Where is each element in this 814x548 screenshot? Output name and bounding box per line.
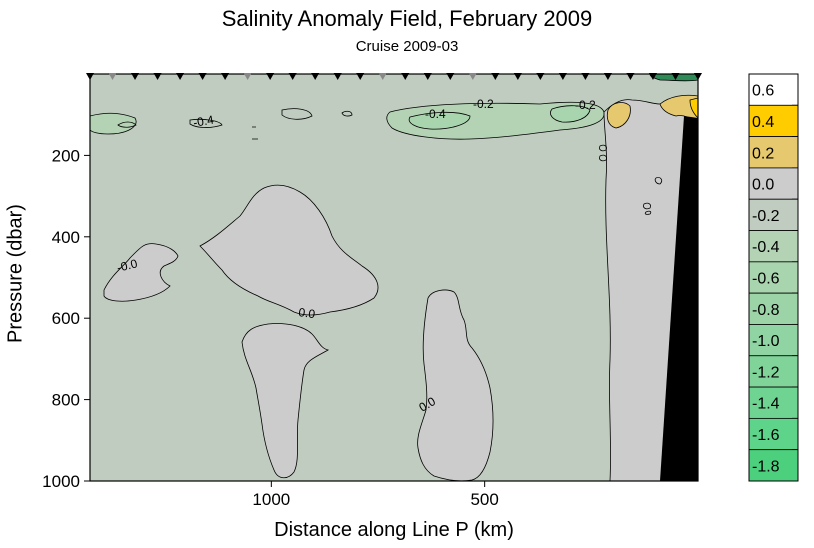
contour-label: 0.0 — [298, 305, 317, 321]
y-tick-label: 800 — [52, 391, 80, 410]
station-marker — [356, 73, 365, 80]
colorbar-swatch — [748, 417, 799, 451]
station-marker — [603, 73, 612, 80]
plot-background — [90, 74, 698, 481]
colorbar-swatch — [748, 136, 799, 169]
station-markers — [86, 73, 702, 80]
station-marker — [401, 73, 410, 80]
y-axis: 200 400 600 800 1000 — [42, 146, 90, 491]
station-marker — [266, 73, 275, 80]
contour-label: -0.2 — [473, 97, 494, 111]
station-marker — [153, 73, 162, 80]
y-tick-label: 200 — [52, 146, 80, 165]
station-marker — [288, 73, 297, 80]
y-tick-label: 1000 — [42, 472, 80, 491]
station-marker — [311, 73, 320, 80]
station-marker — [131, 73, 140, 80]
colorbar-swatch — [748, 198, 799, 231]
x-tick-label: 1000 — [252, 490, 290, 509]
colorbar-label: -0.4 — [752, 239, 780, 256]
station-marker — [626, 73, 635, 80]
plot-frame — [89, 73, 699, 482]
colorbar-label: -0.6 — [752, 271, 780, 288]
colorbar-label: -1.2 — [752, 364, 780, 381]
colorbar-label: -1.8 — [752, 458, 780, 475]
station-marker — [221, 73, 230, 80]
station-marker — [513, 73, 522, 80]
station-marker — [536, 73, 545, 80]
station-marker — [468, 73, 477, 80]
zero-anomaly-region — [241, 323, 330, 479]
colorbar-label: -1.6 — [752, 427, 780, 444]
contour-label: -0.2 — [575, 98, 596, 112]
zero-anomaly-region — [199, 184, 379, 316]
colorbar-label: -1.0 — [752, 333, 780, 350]
colorbar-label: -0.2 — [752, 208, 780, 225]
contour-line — [252, 126, 258, 140]
station-marker — [333, 73, 342, 80]
negative-anomaly-band — [89, 112, 137, 135]
negative-anomaly-core — [550, 105, 591, 123]
x-tick-label: 500 — [470, 490, 498, 509]
contour-label: -0.4 — [192, 113, 215, 130]
colorbar-swatch — [748, 230, 799, 263]
station-marker — [694, 73, 702, 80]
colorbar: 0.6 0.4 0.2 0.0 -0.2 -0.4 -0.6 -0.8 -1.0 -1.2 -1.4… — [748, 73, 799, 482]
station-marker — [423, 73, 432, 80]
colorbar-swatch — [748, 167, 799, 200]
positive-anomaly-region — [606, 102, 631, 129]
contour-label: -0.0 — [115, 256, 139, 275]
colorbar-label: 0.0 — [752, 177, 774, 194]
contour-line — [341, 110, 353, 117]
colorbar-label: 0.4 — [752, 114, 774, 131]
station-marker — [558, 73, 567, 80]
zero-anomaly-region — [103, 243, 179, 302]
contour-line — [281, 108, 313, 120]
negative-anomaly-band — [386, 101, 605, 140]
station-marker — [446, 73, 455, 80]
bottom-topography — [660, 116, 698, 481]
chart-title: Salinity Anomaly Field, February 2009 — [221, 6, 593, 31]
station-marker — [581, 73, 590, 80]
zero-anomaly-region — [417, 289, 494, 482]
colorbar-swatch — [748, 261, 799, 294]
colorbar-label: 0.6 — [752, 83, 774, 100]
colorbar-label: -1.4 — [752, 396, 780, 413]
station-marker — [176, 73, 185, 80]
plot-area: -0.2-0.4-0.2-0.4-0.00.00.0 — [89, 73, 699, 482]
colorbar-label: -0.8 — [752, 302, 780, 319]
contour-line — [599, 144, 663, 215]
station-marker — [378, 73, 387, 80]
x-axis-label: Distance along Line P (km) — [274, 519, 514, 541]
station-marker — [243, 73, 252, 80]
y-tick-label: 400 — [52, 228, 80, 247]
station-marker — [648, 73, 657, 80]
chart-subtitle: Cruise 2009-03 — [355, 38, 459, 55]
colorbar-swatch — [748, 449, 799, 482]
contour-label: -0.4 — [425, 107, 446, 121]
negative-anomaly-core — [408, 111, 471, 130]
station-marker — [198, 73, 207, 80]
colorbar-label: 0.2 — [752, 145, 774, 162]
station-marker — [86, 73, 94, 80]
station-marker — [671, 73, 680, 80]
colorbar-frame — [748, 73, 799, 482]
contour-line — [189, 118, 223, 128]
station-marker — [491, 73, 500, 80]
x-axis: 1000 500 — [252, 481, 499, 509]
station-marker — [108, 73, 117, 80]
y-tick-label: 600 — [52, 309, 80, 328]
contour-line — [117, 121, 137, 128]
